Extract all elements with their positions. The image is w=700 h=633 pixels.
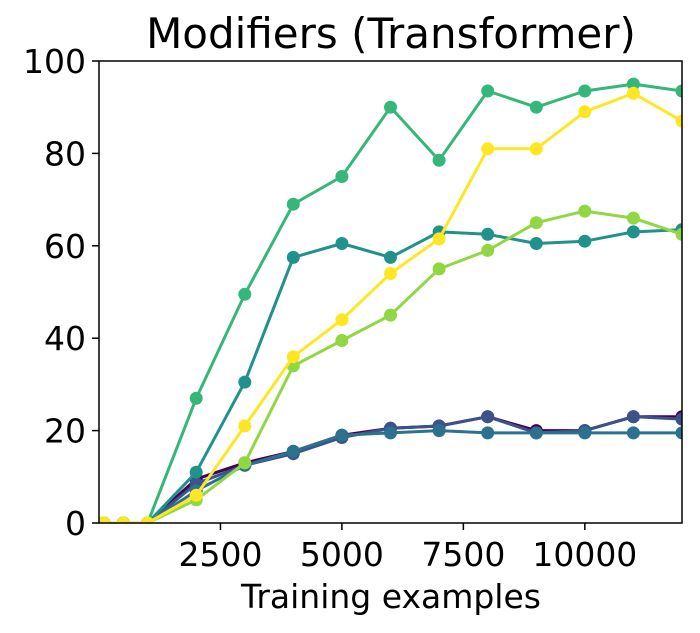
data-point bbox=[626, 225, 640, 239]
series-line bbox=[103, 91, 682, 523]
data-point bbox=[626, 86, 640, 100]
data-point bbox=[626, 77, 640, 91]
data-point bbox=[578, 204, 592, 218]
x-axis: 2500 5000 7500 10000 bbox=[178, 523, 637, 574]
x-axis-label: Training examples bbox=[240, 577, 541, 616]
data-point bbox=[529, 237, 543, 250]
data-point bbox=[99, 516, 111, 523]
data-point bbox=[578, 105, 592, 119]
data-point bbox=[116, 516, 130, 523]
data-point bbox=[189, 391, 203, 405]
data-point bbox=[529, 142, 543, 156]
data-point bbox=[384, 426, 397, 440]
data-point bbox=[481, 426, 495, 440]
data-point bbox=[675, 227, 682, 241]
series-7 bbox=[99, 86, 682, 523]
data-point bbox=[432, 153, 446, 167]
y-tick-label: 20 bbox=[44, 412, 86, 451]
data-point bbox=[481, 227, 495, 241]
data-point bbox=[384, 100, 397, 114]
data-point bbox=[286, 350, 300, 364]
data-point bbox=[626, 410, 640, 424]
data-point bbox=[626, 426, 640, 440]
data-point bbox=[384, 250, 397, 264]
data-point bbox=[335, 313, 349, 327]
data-point bbox=[286, 444, 300, 458]
data-point bbox=[141, 516, 155, 523]
data-point bbox=[238, 375, 252, 389]
x-tick-label: 10000 bbox=[532, 535, 637, 574]
data-point bbox=[238, 419, 252, 433]
data-point bbox=[432, 424, 446, 438]
data-point bbox=[189, 488, 203, 502]
data-point bbox=[335, 428, 349, 442]
data-point bbox=[675, 412, 682, 426]
data-point bbox=[238, 287, 252, 301]
data-point bbox=[481, 142, 495, 156]
data-point bbox=[286, 250, 300, 264]
data-point bbox=[238, 456, 252, 470]
y-tick-label: 100 bbox=[23, 42, 86, 81]
x-tick-label: 2500 bbox=[178, 535, 262, 574]
data-point bbox=[578, 426, 592, 440]
data-point bbox=[481, 410, 495, 424]
data-point bbox=[481, 243, 495, 257]
series-3 bbox=[99, 424, 682, 523]
data-point bbox=[578, 84, 592, 98]
data-point bbox=[384, 308, 397, 322]
data-point bbox=[335, 334, 349, 347]
data-point bbox=[626, 211, 640, 225]
series-5 bbox=[99, 77, 682, 523]
y-tick-label: 80 bbox=[44, 134, 86, 173]
data-point bbox=[675, 114, 682, 128]
y-tick-label: 40 bbox=[44, 319, 86, 358]
data-point bbox=[675, 426, 682, 440]
data-point bbox=[529, 216, 543, 230]
series-layer bbox=[99, 77, 682, 523]
data-point bbox=[481, 84, 495, 98]
data-point bbox=[578, 234, 592, 248]
data-point bbox=[529, 426, 543, 440]
data-point bbox=[189, 465, 203, 479]
data-point bbox=[675, 84, 682, 98]
series-line bbox=[103, 82, 682, 523]
x-tick-label: 7500 bbox=[421, 535, 505, 574]
chart-title: Modifiers (Transformer) bbox=[146, 9, 636, 58]
data-point bbox=[432, 262, 446, 276]
y-tick-label: 0 bbox=[65, 504, 86, 543]
data-point bbox=[432, 232, 446, 246]
y-axis: 0 20 40 60 80 100 bbox=[23, 42, 99, 543]
data-point bbox=[384, 267, 397, 280]
data-point bbox=[529, 100, 543, 114]
data-point bbox=[335, 170, 349, 183]
series-line bbox=[103, 228, 682, 523]
plot-frame bbox=[98, 60, 683, 524]
data-point bbox=[335, 237, 349, 250]
x-tick-label: 5000 bbox=[300, 535, 384, 574]
y-tick-label: 60 bbox=[44, 227, 86, 266]
data-point bbox=[286, 197, 300, 211]
